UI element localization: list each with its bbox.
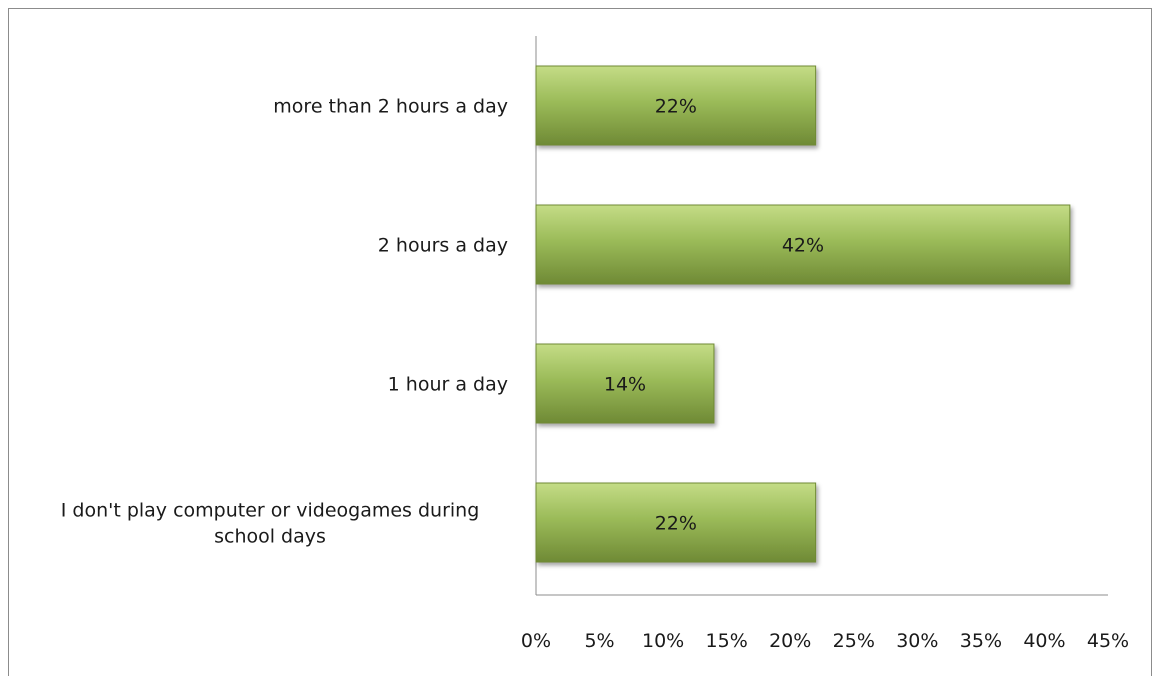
category-label: 2 hours a day — [378, 235, 508, 257]
x-tick-label: 25% — [833, 630, 875, 652]
data-label: 14% — [604, 374, 646, 396]
data-label: 42% — [782, 235, 824, 257]
data-label: 22% — [655, 96, 697, 118]
x-tick-label: 30% — [896, 630, 938, 652]
x-tick-label: 45% — [1087, 630, 1129, 652]
bars — [536, 66, 1070, 562]
category-label-line: I don't play computer or videogames duri… — [61, 500, 480, 522]
category-label: I don't play computer or videogames duri… — [61, 500, 480, 548]
x-tick-label: 10% — [642, 630, 684, 652]
x-tick-label: 15% — [706, 630, 748, 652]
x-tick-label: 5% — [584, 630, 614, 652]
x-tick-label: 0% — [521, 630, 551, 652]
data-label: 22% — [655, 513, 697, 535]
category-label: more than 2 hours a day — [273, 96, 508, 118]
x-tick-label: 35% — [960, 630, 1002, 652]
x-tick-label: 20% — [769, 630, 811, 652]
category-label: 1 hour a day — [388, 374, 508, 396]
x-tick-label: 40% — [1023, 630, 1065, 652]
category-label-line: school days — [214, 526, 326, 548]
